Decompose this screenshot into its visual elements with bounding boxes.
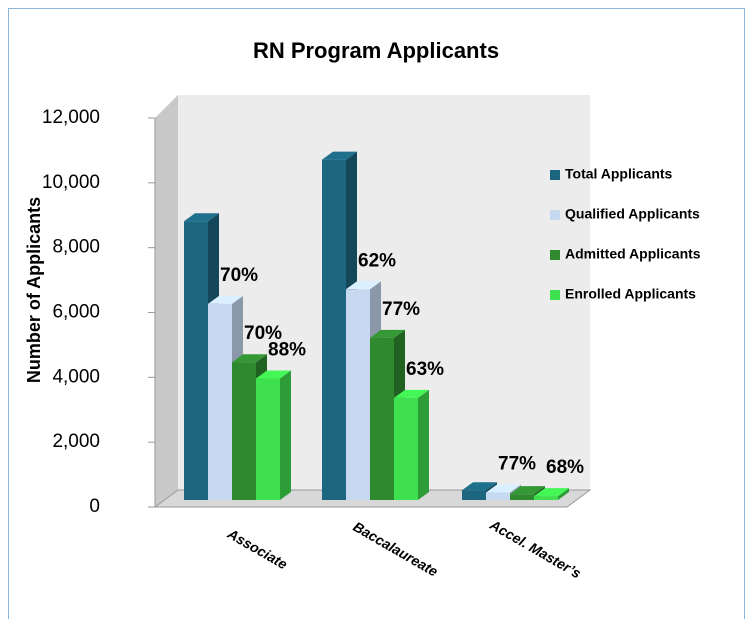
percent-label: 68%	[546, 457, 584, 478]
bar-side	[558, 488, 569, 500]
percent-label: 88%	[268, 339, 306, 360]
y-tick-label: 6,000	[52, 302, 100, 323]
side-wall	[155, 95, 178, 507]
legend-label: Admitted Applicants	[565, 246, 701, 262]
percent-label: 70%	[244, 323, 282, 344]
legend-label: Total Applicants	[565, 166, 673, 182]
bar	[462, 490, 486, 500]
bar	[256, 378, 280, 500]
percent-label: 62%	[358, 250, 396, 271]
bar-top	[184, 213, 219, 222]
y-tick-label: 12,000	[42, 107, 100, 128]
percent-label: 63%	[406, 359, 444, 380]
bar-top	[486, 484, 521, 493]
y-tick-label: 4,000	[52, 366, 100, 387]
legend-swatch	[550, 290, 560, 300]
bar-top	[462, 482, 497, 491]
bar	[510, 494, 534, 500]
y-tick-label: 8,000	[52, 237, 100, 258]
bar-top	[256, 370, 291, 379]
chart-title: RN Program Applicants	[253, 38, 499, 63]
bar-top	[232, 354, 267, 363]
bar	[394, 397, 418, 500]
bar	[534, 496, 558, 500]
percent-label: 77%	[498, 454, 536, 475]
bar-top	[370, 329, 405, 338]
legend-swatch	[550, 170, 560, 180]
bar	[486, 492, 510, 500]
bar	[370, 337, 394, 500]
percent-label: 70%	[220, 265, 258, 286]
legend-label: Qualified Applicants	[565, 206, 700, 222]
y-axis-label: Number of Applicants	[24, 197, 44, 383]
bar-top	[322, 151, 357, 160]
y-tick-label: 2,000	[52, 431, 100, 452]
legend-label: Enrolled Applicants	[565, 286, 696, 302]
bar	[232, 362, 256, 500]
y-tick-label: 10,000	[42, 172, 100, 193]
bar	[208, 303, 232, 500]
bar-top	[208, 295, 243, 304]
bar-top	[534, 488, 569, 497]
percent-label: 77%	[382, 299, 420, 320]
y-tick-label: 0	[89, 496, 100, 517]
bar	[346, 289, 370, 500]
legend-swatch	[550, 210, 560, 220]
bar-side	[418, 389, 429, 500]
bar	[322, 159, 346, 500]
bar-top	[346, 281, 381, 290]
bar	[184, 221, 208, 500]
legend-swatch	[550, 250, 560, 260]
bar-top	[394, 389, 429, 398]
bar-side	[280, 370, 291, 500]
bar-top	[510, 486, 545, 495]
